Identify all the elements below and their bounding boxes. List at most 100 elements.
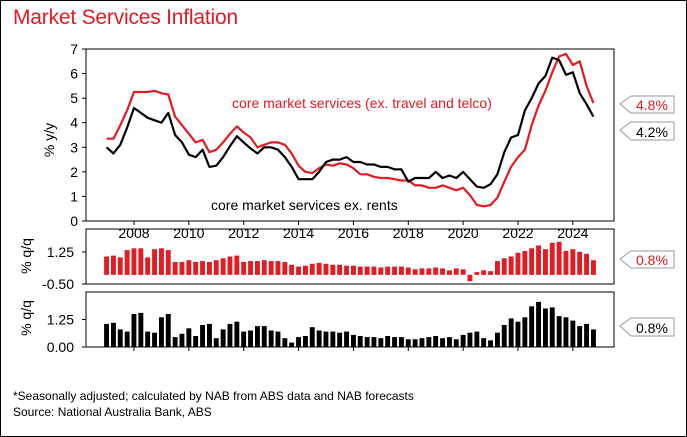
black-qq-ytick-label: 1.25 <box>47 312 74 328</box>
black-qq-bar-56 <box>488 340 493 347</box>
point-red-2 <box>120 125 121 126</box>
red-qq-bar-41 <box>385 266 391 275</box>
black-qq-bar-22 <box>255 326 260 347</box>
point-black-46 <box>421 177 422 178</box>
black-qq-bar-43 <box>399 337 404 347</box>
point-black-53 <box>469 179 470 180</box>
black-qq-bar-33 <box>330 331 336 347</box>
end-label-black-qq-text: 0.8% <box>636 320 668 336</box>
point-black-15 <box>209 166 210 167</box>
point-black-58 <box>504 152 505 153</box>
point-red-40 <box>380 177 381 178</box>
black-qq-bar-55 <box>481 338 487 347</box>
point-red-58 <box>504 181 505 182</box>
red-qq-bar-70 <box>584 253 589 275</box>
point-red-18 <box>229 133 230 134</box>
black-qq-bar-18 <box>227 323 233 347</box>
black-qq-bar-19 <box>234 321 240 347</box>
black-qq-bar-49 <box>440 338 445 347</box>
red-qq-bar-48 <box>433 267 439 275</box>
red-qq-bar-16 <box>213 260 219 275</box>
xtick-label: 2014 <box>283 225 314 241</box>
point-red-25 <box>277 142 278 143</box>
point-red-9 <box>168 94 169 95</box>
point-red-22 <box>257 147 258 148</box>
point-red-57 <box>497 197 498 198</box>
black-qq-bar-12 <box>186 328 192 347</box>
point-red-28 <box>298 165 299 166</box>
red-qq-bar-9 <box>165 250 171 275</box>
point-red-23 <box>264 144 265 145</box>
xtick-label: 2008 <box>118 225 149 241</box>
red-qq-bar-20 <box>241 262 247 275</box>
point-black-17 <box>223 157 224 158</box>
black-qq-bar-38 <box>364 337 370 347</box>
point-black-3 <box>127 127 128 128</box>
red-qq-bar-47 <box>426 268 432 275</box>
point-red-64 <box>545 90 546 91</box>
point-red-3 <box>127 110 128 111</box>
red-qq-bar-68 <box>570 249 576 275</box>
point-black-16 <box>216 165 217 166</box>
black-qq-bar-60 <box>515 321 521 347</box>
point-red-36 <box>353 168 354 169</box>
black-qq-bar-45 <box>412 339 418 347</box>
black-qq-bar-25 <box>275 331 281 347</box>
black-qq-bar-67 <box>563 317 569 347</box>
point-black-45 <box>415 177 416 178</box>
black-qq-bar-48 <box>433 336 439 347</box>
line-core-market-services-ex-travel-telco <box>106 52 595 208</box>
point-red-47 <box>428 187 429 188</box>
point-red-42 <box>394 179 395 180</box>
point-red-20 <box>243 132 244 133</box>
point-black-40 <box>380 166 381 167</box>
point-red-0 <box>106 138 107 139</box>
red-qq-ytick-label: 1.25 <box>47 244 74 260</box>
black-qq-bar-69 <box>577 326 583 347</box>
black-qq-bar-14 <box>200 325 205 347</box>
black-qq-bar-16 <box>213 338 219 347</box>
point-black-44 <box>408 181 409 182</box>
point-red-29 <box>305 171 306 172</box>
point-black-11 <box>181 142 182 143</box>
black-qq-bar-0 <box>104 323 109 347</box>
point-red-34 <box>339 163 340 164</box>
point-red-56 <box>490 204 491 205</box>
point-red-41 <box>387 177 388 178</box>
yoy-ytick-label: 0 <box>70 213 78 229</box>
point-black-47 <box>428 177 429 178</box>
black-qq-bar-36 <box>351 334 356 347</box>
red-qq-bar-26 <box>282 262 288 275</box>
point-red-62 <box>531 125 532 126</box>
chart-title: Market Services Inflation <box>13 6 238 29</box>
black-qq-bar-59 <box>508 318 514 347</box>
point-black-20 <box>243 142 244 143</box>
point-red-7 <box>154 90 155 91</box>
point-black-27 <box>291 166 292 167</box>
black-qq-bar-47 <box>426 337 432 347</box>
point-black-43 <box>401 169 402 170</box>
point-red-50 <box>449 187 450 188</box>
point-red-45 <box>415 185 416 186</box>
black-qq-bar-41 <box>385 336 391 347</box>
point-red-17 <box>223 142 224 143</box>
black-qq-bar-37 <box>357 336 363 347</box>
point-black-12 <box>188 154 189 155</box>
xtick-label: 2010 <box>173 225 204 241</box>
point-red-46 <box>421 185 422 186</box>
red-qq-bar-44 <box>405 267 411 275</box>
point-red-27 <box>291 153 292 154</box>
point-black-64 <box>545 75 546 76</box>
black-qq-bar-58 <box>501 325 507 347</box>
red-qq-bar-24 <box>268 261 274 275</box>
red-qq-bar-40 <box>378 267 384 275</box>
point-black-65 <box>552 57 553 58</box>
point-black-1 <box>113 153 114 154</box>
black-qq-bar-3 <box>124 331 130 347</box>
point-black-49 <box>442 177 443 178</box>
point-black-26 <box>284 157 285 158</box>
end-label-black-yoy: 4.2% <box>619 121 675 141</box>
point-red-43 <box>401 180 402 181</box>
point-black-70 <box>586 104 587 105</box>
point-black-34 <box>339 159 340 160</box>
